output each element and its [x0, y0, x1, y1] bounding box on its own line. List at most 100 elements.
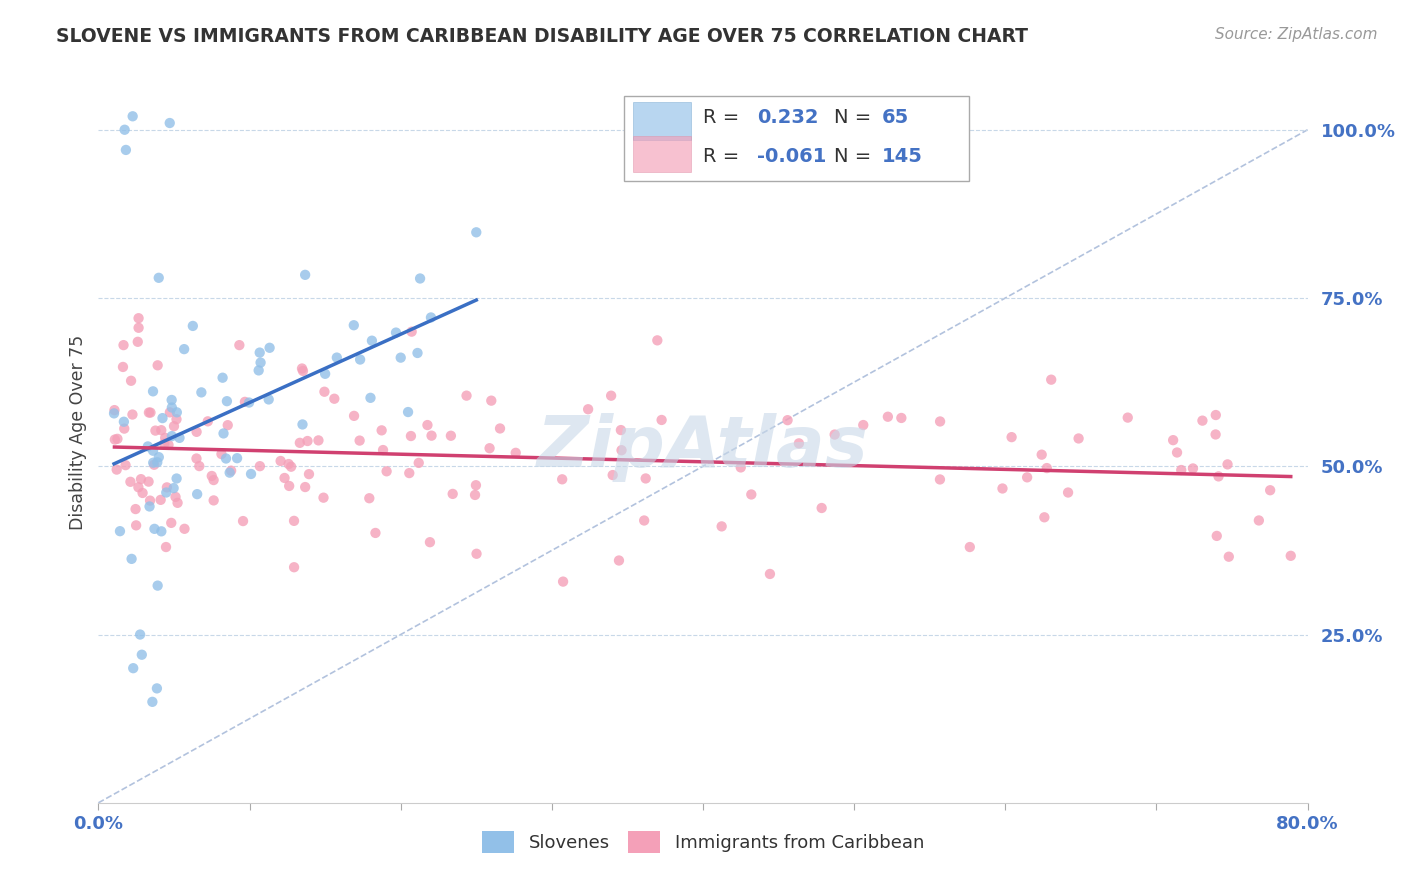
Point — [810, 501, 832, 516]
Point — [551, 472, 574, 486]
Point — [1205, 408, 1227, 422]
Point — [146, 579, 169, 593]
Point — [1036, 461, 1059, 475]
Point — [153, 431, 176, 445]
Point — [136, 439, 159, 453]
Point — [551, 574, 574, 589]
Point — [112, 422, 135, 436]
Point — [148, 270, 170, 285]
Point — [112, 338, 135, 352]
Point — [115, 143, 138, 157]
Point — [121, 109, 143, 123]
Point — [465, 478, 488, 492]
Point — [163, 419, 186, 434]
Point — [876, 409, 898, 424]
Point — [131, 486, 153, 500]
Point — [360, 391, 382, 405]
Point — [124, 502, 146, 516]
Point — [959, 540, 981, 554]
Point — [298, 467, 321, 482]
Point — [288, 435, 311, 450]
Point — [202, 473, 225, 487]
Point — [107, 432, 129, 446]
FancyBboxPatch shape — [624, 95, 969, 181]
Point — [120, 374, 142, 388]
Point — [202, 493, 225, 508]
Point — [409, 271, 432, 285]
Point — [105, 462, 128, 476]
Point — [122, 661, 145, 675]
Point — [929, 472, 952, 486]
Point — [740, 487, 762, 501]
Point — [651, 413, 673, 427]
Point — [145, 424, 167, 438]
Point — [121, 408, 143, 422]
Point — [141, 695, 163, 709]
Point — [600, 389, 623, 403]
Point — [111, 359, 134, 374]
Point — [146, 359, 169, 373]
Point — [326, 351, 349, 365]
Point — [349, 434, 371, 448]
Point — [259, 341, 281, 355]
Point — [396, 405, 419, 419]
Point — [1166, 445, 1188, 459]
Point — [103, 406, 125, 420]
Point — [343, 409, 366, 423]
Point — [138, 406, 160, 420]
Point — [1170, 463, 1192, 477]
Point — [307, 434, 329, 448]
Point — [165, 490, 187, 504]
Point — [197, 414, 219, 428]
Point — [142, 443, 165, 458]
Point — [277, 457, 299, 471]
Point — [159, 116, 181, 130]
Point — [440, 429, 463, 443]
Point — [249, 345, 271, 359]
Point — [416, 418, 439, 433]
Point — [464, 488, 486, 502]
Point — [776, 413, 799, 427]
Point — [157, 438, 180, 452]
Point — [173, 522, 195, 536]
Point — [226, 451, 249, 466]
Point — [280, 459, 302, 474]
Point — [108, 524, 131, 538]
Point — [150, 423, 173, 437]
Point — [143, 458, 166, 472]
Point — [125, 518, 148, 533]
Point — [215, 451, 238, 466]
Point — [291, 417, 314, 432]
Point — [283, 560, 305, 574]
Point — [1181, 461, 1204, 475]
Point — [166, 405, 188, 419]
Point — [852, 418, 875, 433]
Point — [169, 431, 191, 445]
Point — [349, 352, 371, 367]
Y-axis label: Disability Age Over 75: Disability Age Over 75 — [69, 335, 87, 530]
Point — [465, 225, 488, 239]
Point — [479, 393, 502, 408]
Point — [314, 367, 336, 381]
Point — [139, 493, 162, 508]
Point — [190, 385, 212, 400]
Point — [142, 456, 165, 470]
Point — [610, 423, 633, 437]
Point — [247, 363, 270, 377]
Point — [1205, 427, 1227, 442]
Text: 0.232: 0.232 — [758, 109, 818, 128]
Text: N =: N = — [834, 109, 870, 128]
Point — [370, 423, 392, 437]
Point — [249, 355, 271, 369]
Point — [201, 469, 224, 483]
Point — [364, 525, 387, 540]
Point — [1218, 549, 1240, 564]
Point — [188, 459, 211, 474]
Text: 145: 145 — [882, 147, 922, 166]
Point — [166, 471, 188, 485]
Point — [610, 443, 633, 458]
Point — [294, 268, 316, 282]
Point — [127, 480, 149, 494]
Point — [166, 412, 188, 426]
Point — [730, 460, 752, 475]
